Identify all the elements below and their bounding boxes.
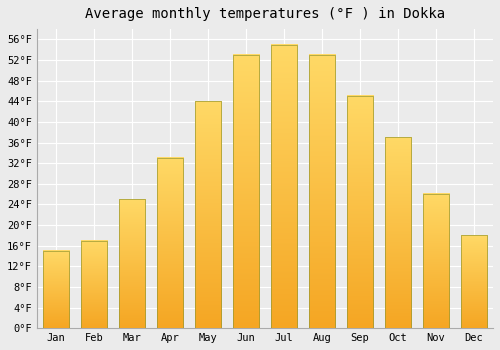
- Bar: [422, 194, 450, 328]
- Bar: [232, 55, 259, 328]
- Bar: [42, 251, 69, 328]
- Bar: [194, 101, 221, 328]
- Title: Average monthly temperatures (°F ) in Dokka: Average monthly temperatures (°F ) in Do…: [85, 7, 445, 21]
- Bar: [118, 199, 145, 328]
- Bar: [346, 96, 374, 328]
- Bar: [460, 235, 487, 328]
- Bar: [80, 240, 107, 328]
- Bar: [270, 44, 297, 328]
- Bar: [384, 137, 411, 328]
- Bar: [308, 55, 336, 328]
- Bar: [156, 158, 183, 328]
